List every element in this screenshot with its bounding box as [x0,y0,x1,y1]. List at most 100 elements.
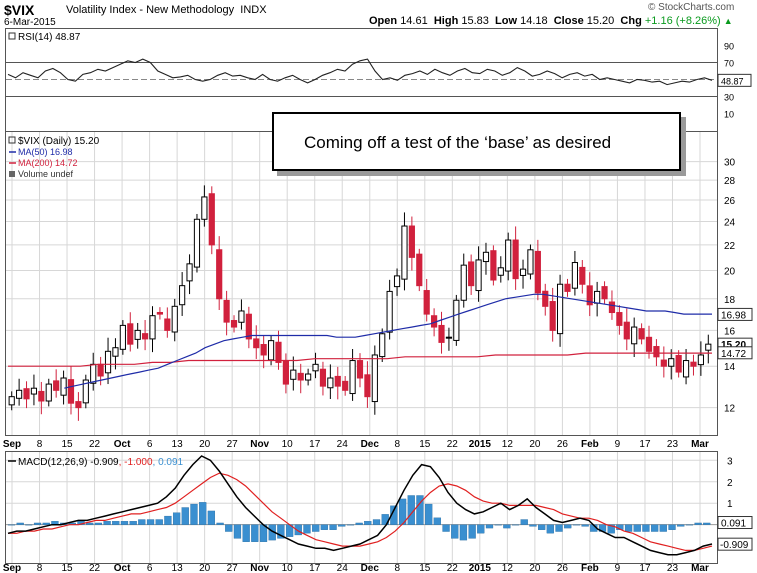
macd-histogram-bar [642,524,650,532]
macd-histogram-bar [225,524,233,532]
legend-volume-swatch [9,171,15,177]
candle-body [490,250,497,281]
macd-histogram-bar [451,524,459,539]
candle-body [512,239,519,280]
macd-histogram-bar [25,524,33,526]
macd-histogram-bar [181,507,189,525]
candle-body [201,196,208,220]
price-x-tick-label: Nov [250,439,269,450]
macd-panel-frame [5,451,718,564]
brand-watermark: © StockCharts.com [648,2,735,13]
up-arrow-icon: ▲ [723,16,733,26]
candle-body [416,253,423,287]
macd-histogram-bar [338,524,346,527]
candle-body [75,401,82,409]
price-x-tick-label: 13 [172,439,184,450]
macd-histogram-bar [364,521,372,525]
price-x-tick-label: 20 [199,439,211,450]
candle-body [282,360,289,385]
candle-body [312,363,319,372]
candle-body [690,361,697,367]
candle-body [349,360,356,395]
price-x-tick-label: Mar [691,439,709,450]
rsi-tick-label: 70 [724,59,734,69]
price-x-tick-label: 22 [447,439,459,450]
low-label: Low [495,15,518,27]
candle-body [230,320,238,328]
candle-body [653,346,660,358]
candle-body [82,379,89,404]
price-x-tick-label: 23 [667,439,679,450]
macd-histogram-bar [485,524,494,529]
candle-body [275,341,282,363]
annotation-text: Coming off a test of the ‘base’ as desir… [304,133,611,152]
macd-title-macd: MACD(12,26,9) -0.909 [18,457,119,468]
price-y-tick-label: 24 [724,218,736,229]
price-x-tick-label: 22 [89,439,101,450]
chart-date: 6-Mar-2015 [4,17,56,28]
price-x-tick-label: Dec [361,439,380,450]
price-x-tick-label: 12 [502,439,514,450]
macd-x-tick-label: 20 [529,563,541,573]
macd-histogram-bar [572,524,581,526]
macd-histogram-bar [494,524,502,526]
annotation-callout: Coming off a test of the ‘base’ as desir… [272,112,686,176]
macd-histogram-bar [190,503,198,525]
candle-body [319,368,327,387]
macd-x-tick-label: 10 [282,563,294,573]
macd-x-tick-label: 8 [394,563,400,573]
price-y-tick-label: 14 [724,362,736,373]
candle-body [460,264,467,301]
macd-x-tick-label: 9 [615,563,621,573]
macd-title-text: MACD(12,26,9) -0.909, -1.000, 0.091 [18,457,184,468]
macd-histogram-bar [546,524,554,534]
legend-price-swatch [8,136,16,144]
candle-body [245,313,252,340]
price-x-tick-label: 8 [37,439,43,450]
candle-body [468,261,475,287]
price-x-tick-label: Oct [114,439,131,450]
macd-signal-line [8,472,713,552]
macd-histogram-bar [581,524,589,527]
macd-histogram-bar [7,524,16,526]
macd-histogram-bar [129,521,137,525]
candle-body [327,377,334,389]
candle-body [8,396,15,406]
candle-body [586,285,593,306]
ticker-symbol: $VIX [4,2,35,18]
macd-histogram-bar [94,522,103,525]
macd-histogram-bar [164,515,172,525]
macd-histogram-bar [346,524,355,526]
candle-body [119,324,126,350]
macd-histogram-bar [703,522,711,525]
rsi-title-text: RSI(14) 48.87 [18,32,81,43]
price-x-tick-label: 8 [394,439,400,450]
candle-body [527,249,534,275]
close-label: Close [553,15,584,27]
macd-line [7,455,713,556]
macd-hist-badge [717,516,753,530]
price-y-tick-label: 16 [724,326,736,337]
candle-body [142,333,149,340]
price-y-tick-label: 26 [724,196,736,207]
candle-body [253,338,260,349]
candle-body [482,251,490,263]
candle-body [216,249,223,300]
price-x-tick-label: 10 [282,439,294,450]
macd-histogram-bar [433,517,441,525]
rsi-title: RSI(14) 48.87 [8,32,81,43]
legend-ma50: MA(50) 16.98 [18,147,73,157]
candle-body [549,301,556,331]
candle-body [356,360,364,379]
high-value: 15.83 [461,15,489,27]
macd-histogram-bar [624,524,633,532]
macd-x-tick-label: 15 [61,563,73,573]
macd-histogram-bar [694,522,702,525]
macd-histogram-bar [242,524,250,542]
macd-y-tick-label: 3 [727,456,733,467]
ma200-line [8,352,712,367]
price-legend: $VIX (Daily) 15.20 MA(50) 16.98 MA(200) … [8,136,100,179]
macd-histogram-bar [86,522,94,525]
candle-body [645,336,653,352]
macd-histogram-bar [233,524,242,539]
